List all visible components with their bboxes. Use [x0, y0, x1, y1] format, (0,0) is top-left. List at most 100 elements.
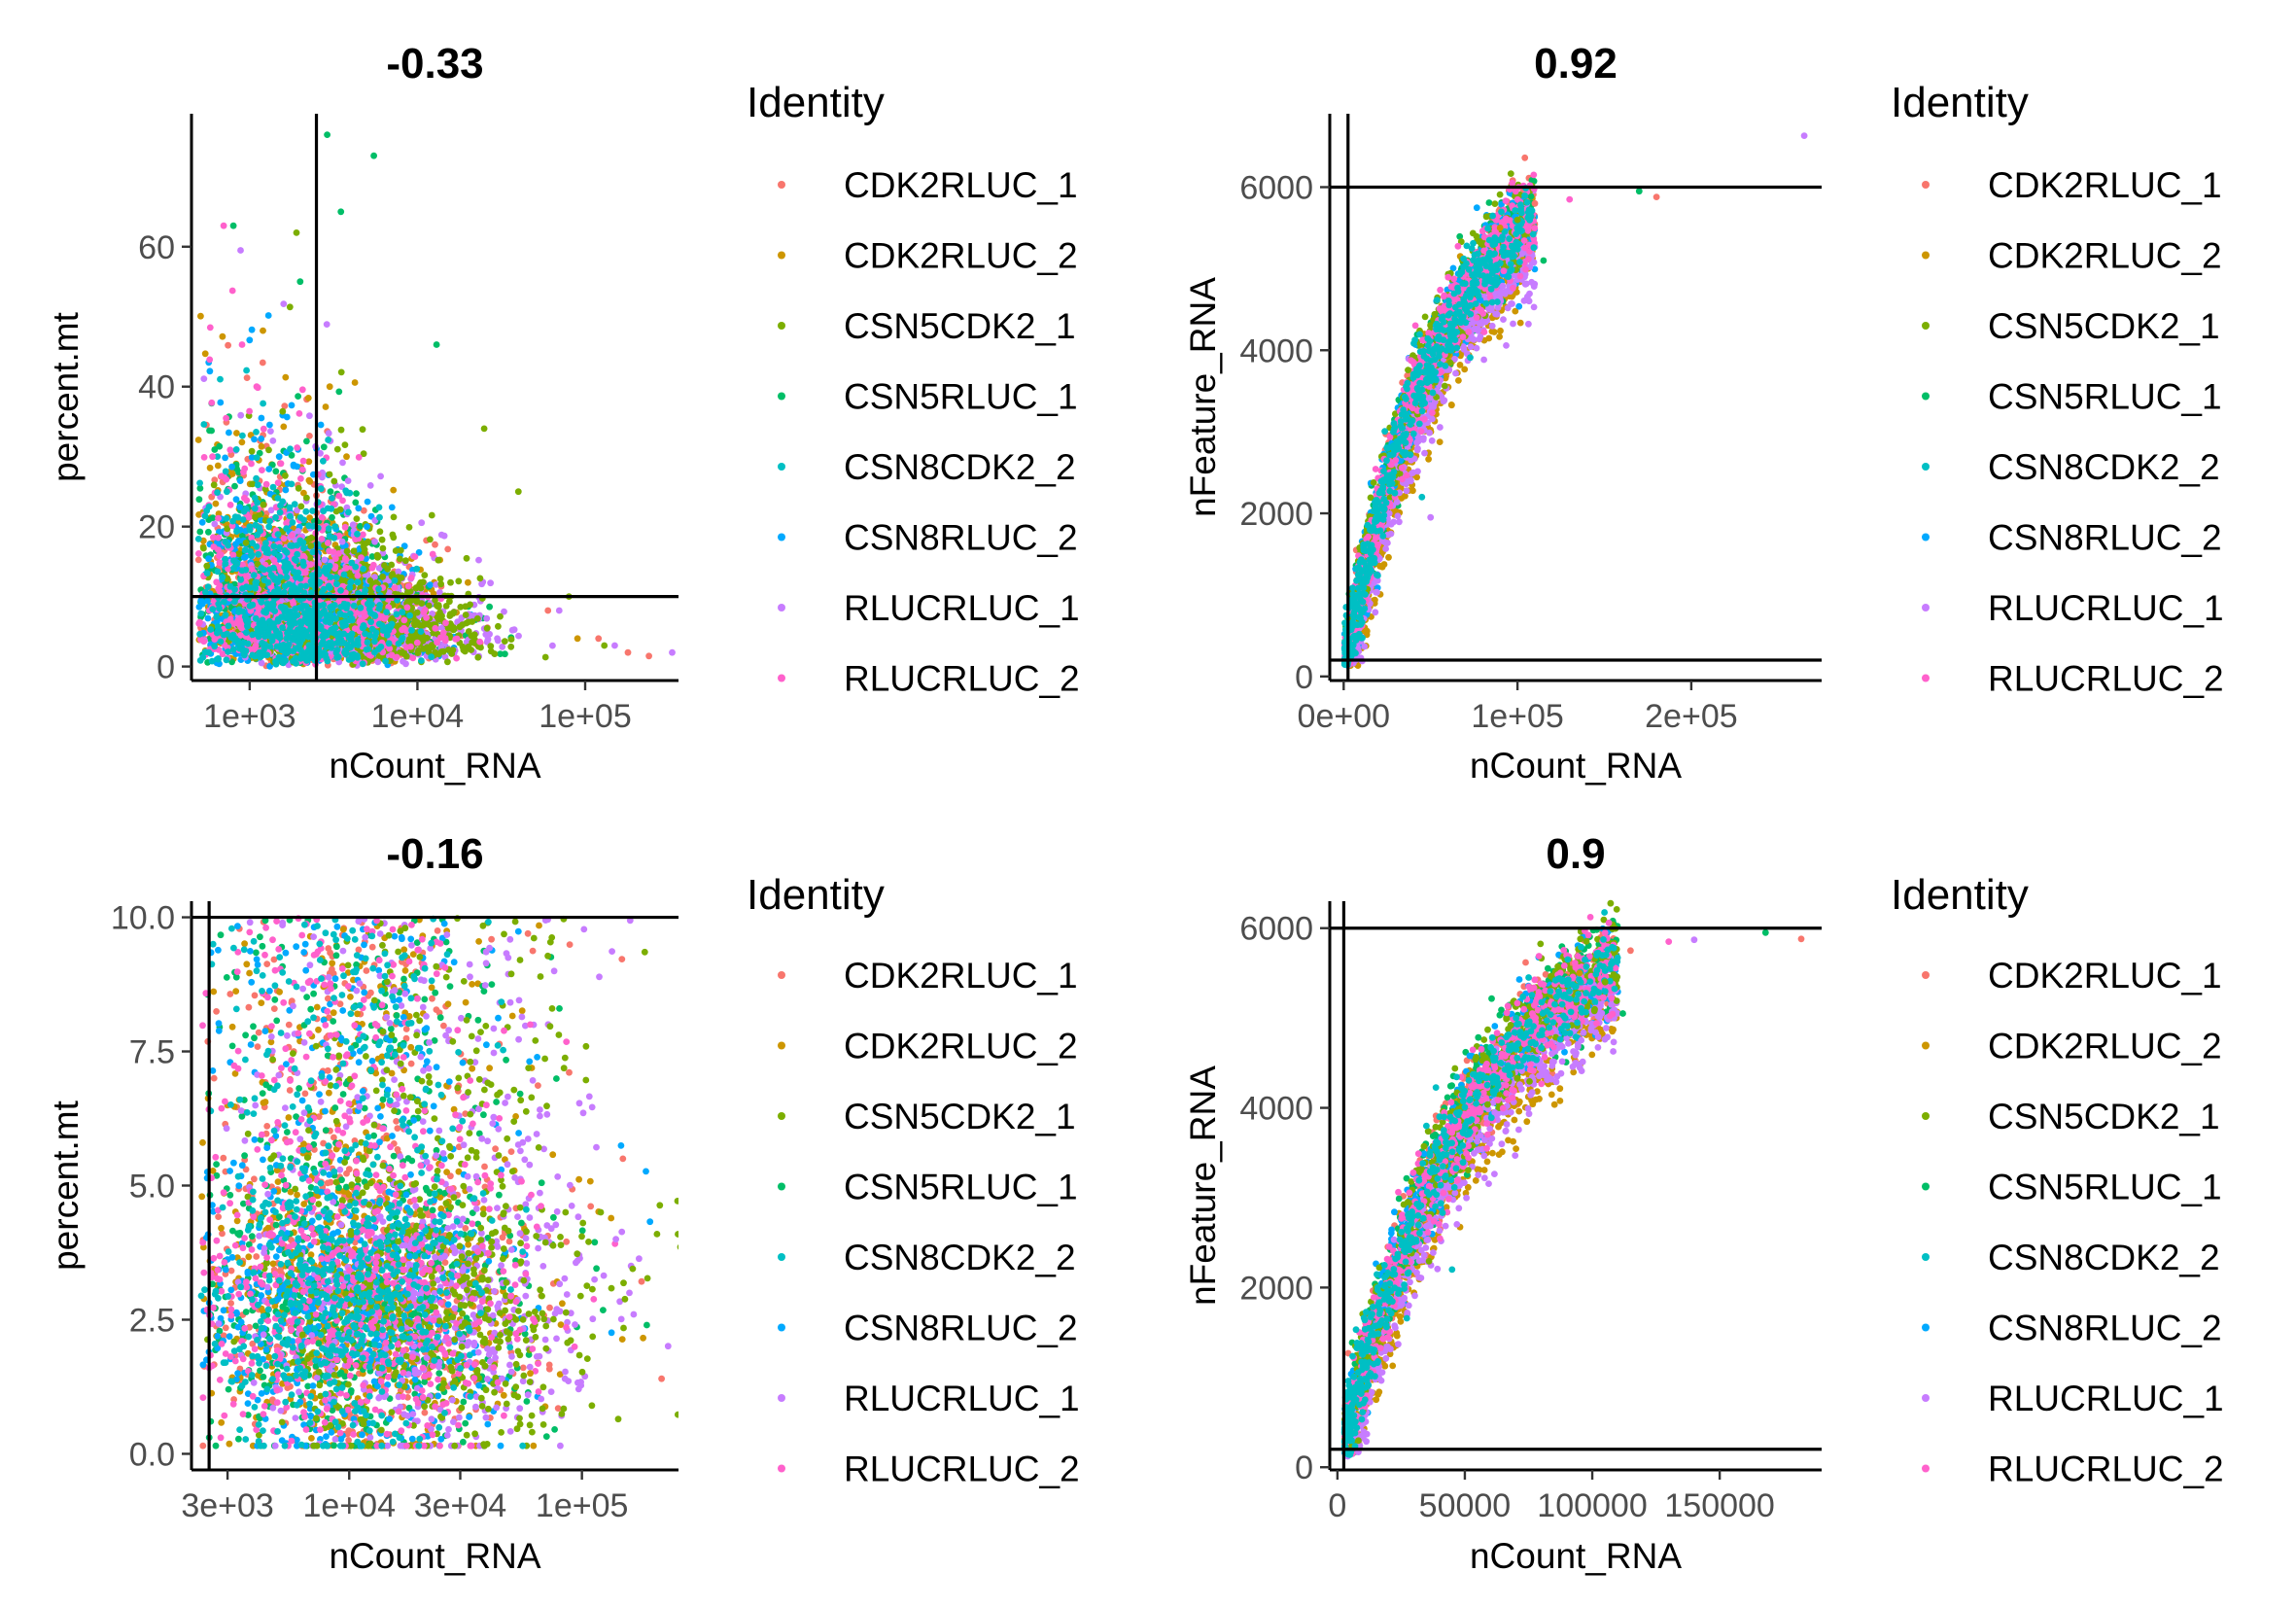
data-point [242, 616, 250, 624]
data-point [436, 589, 443, 596]
data-point [261, 576, 268, 584]
data-point [241, 494, 248, 502]
data-point [432, 596, 438, 604]
data-point [279, 498, 287, 506]
data-point [329, 513, 335, 521]
data-point [376, 528, 384, 536]
data-point [386, 645, 394, 652]
data-point [260, 327, 266, 334]
data-point [276, 543, 283, 551]
data-point [359, 660, 366, 668]
data-point [355, 505, 363, 512]
data-point [331, 565, 338, 572]
data-point [237, 576, 245, 583]
data-point [399, 626, 405, 634]
data-point [258, 442, 265, 450]
data-point [323, 643, 330, 650]
data-point [296, 410, 303, 417]
data-point [428, 511, 435, 519]
data-point [288, 480, 296, 488]
data-point [463, 554, 470, 562]
data-point [266, 421, 273, 429]
data-point [483, 624, 491, 632]
data-point [317, 421, 325, 429]
data-point [343, 605, 350, 612]
data-point [260, 425, 267, 433]
data-point [595, 635, 603, 643]
data-point [308, 634, 316, 641]
data-point [379, 573, 387, 580]
data-point [253, 454, 261, 462]
data-point [395, 568, 402, 576]
x-tick-label: 1e+04 [371, 698, 465, 735]
data-point [282, 486, 290, 494]
data-point [392, 547, 400, 554]
data-point [272, 468, 280, 475]
data-point [374, 658, 382, 666]
data-point [375, 585, 382, 593]
data-point [208, 399, 216, 406]
data-point [211, 520, 219, 528]
data-point [216, 442, 224, 450]
data-point [273, 576, 281, 584]
data-point [240, 639, 247, 646]
data-point [232, 541, 240, 548]
data-point [442, 603, 450, 610]
data-point [239, 432, 246, 439]
data-point [261, 622, 268, 629]
data-point [371, 612, 379, 619]
data-point [251, 494, 259, 502]
data-point [281, 604, 289, 611]
data-point [300, 544, 307, 552]
data-point [370, 152, 377, 159]
data-point [411, 553, 419, 560]
data-point [322, 403, 330, 410]
data-point [269, 483, 277, 491]
data-point [294, 463, 300, 471]
data-point [339, 497, 346, 505]
data-point [276, 552, 283, 560]
data-point [296, 278, 304, 286]
data-point [248, 460, 255, 468]
data-point [452, 636, 460, 643]
data-point [247, 547, 254, 555]
data-point [206, 356, 214, 364]
data-point [208, 427, 216, 435]
data-point [278, 656, 285, 663]
data-point [304, 618, 312, 625]
data-point [515, 632, 522, 640]
data-point [465, 618, 472, 626]
data-point [262, 480, 270, 488]
data-point [261, 544, 268, 552]
data-point [248, 447, 256, 455]
data-point [337, 603, 345, 611]
data-point [196, 630, 204, 638]
data-point [240, 469, 247, 475]
data-point [449, 626, 457, 634]
data-point [229, 517, 236, 525]
data-point [360, 531, 366, 539]
data-point [276, 508, 284, 516]
data-point [270, 549, 278, 556]
data-point [501, 608, 507, 615]
data-point [507, 643, 515, 650]
data-point [253, 383, 261, 391]
data-point [321, 556, 329, 564]
data-point [196, 479, 204, 487]
data-point [341, 611, 349, 619]
data-point [279, 407, 287, 415]
data-point [202, 588, 209, 596]
x-tick-label: 1e+05 [539, 698, 632, 735]
data-point [400, 649, 408, 656]
data-point [293, 557, 300, 564]
data-point [219, 332, 226, 340]
data-point [215, 600, 223, 608]
data-point [350, 602, 358, 610]
data-point [456, 623, 464, 631]
data-point [407, 575, 415, 581]
data-point [304, 395, 312, 402]
data-point [295, 484, 302, 492]
data-point [238, 438, 246, 446]
data-point [281, 402, 289, 409]
data-point [249, 651, 256, 659]
